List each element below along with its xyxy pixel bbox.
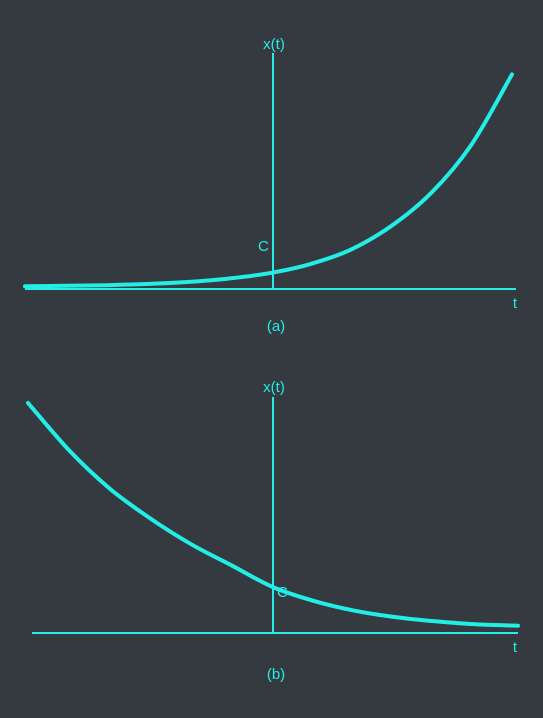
x-axis-label: t	[513, 295, 518, 312]
point-label-c: C	[277, 584, 288, 601]
point-label-c: C	[258, 238, 269, 255]
decay-curve	[26, 400, 520, 628]
panel-caption: (b)	[267, 666, 285, 683]
growth-curve	[23, 72, 514, 289]
panel-caption: (a)	[267, 318, 285, 335]
y-axis-label: x(t)	[263, 379, 285, 396]
y-axis-label: x(t)	[263, 36, 285, 53]
chart-panel-a: x(t) t C (a)	[23, 36, 518, 335]
x-axis-label: t	[513, 639, 518, 656]
chart-panel-b: x(t) t C (b)	[26, 379, 520, 683]
